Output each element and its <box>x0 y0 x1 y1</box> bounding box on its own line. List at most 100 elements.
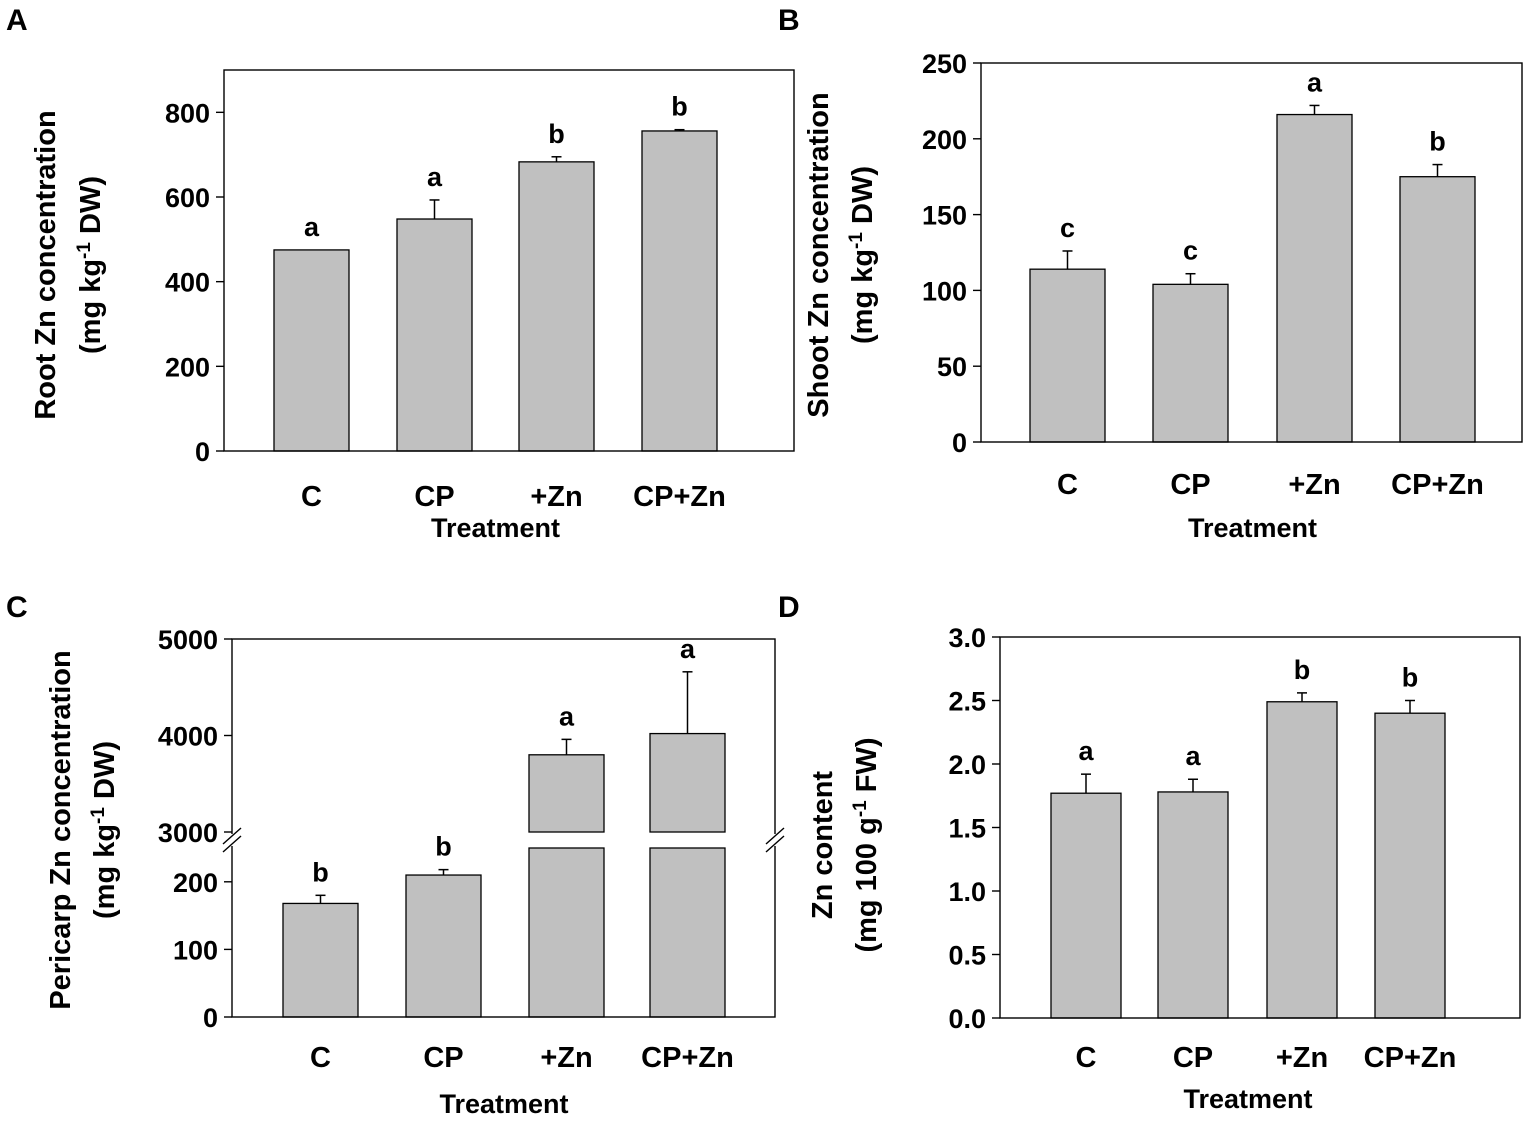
bar-CP <box>396 218 473 452</box>
x-tick-label: CP+Zn <box>1364 1042 1457 1074</box>
axis-break-mark <box>765 835 785 853</box>
y-tick-label: 150 <box>922 201 967 231</box>
y-tick-label: 200 <box>922 125 967 155</box>
plot-frame <box>223 69 795 452</box>
y-tick-label: 1.0 <box>948 877 986 907</box>
y-units-suffix: DW) <box>75 176 107 242</box>
panel-letter: B <box>778 4 800 37</box>
panel-letter: D <box>778 591 800 624</box>
bar-C <box>273 249 350 452</box>
y-tick-label: 2.5 <box>948 687 986 717</box>
bar-C <box>1050 792 1122 1019</box>
bar-CP+Zn <box>1399 176 1476 443</box>
x-tick-label: CP+Zn <box>633 481 726 513</box>
significance-label: b <box>312 857 329 887</box>
y-tick-label: 5000 <box>158 625 218 655</box>
chart-panel-c: Cb Cb CP a +Zn a CP+Zn 0 100 200 3000 4000 5000 Treat… <box>6 591 785 1119</box>
x-tick-label: CP <box>1173 1042 1213 1074</box>
y-tick-label: 200 <box>173 868 218 898</box>
x-tick-label: +Zn <box>1276 1042 1328 1074</box>
significance-label: a <box>559 701 575 731</box>
plot-frame <box>980 62 1523 443</box>
significance-label: c <box>1060 213 1075 243</box>
chart-panel-d: Da Ca CP b +Zn b CP+Zn 0.0 0.5 1.0 1.5 2.0 2.5 3.0 Tre… <box>778 591 1521 1114</box>
significance-label: b <box>1429 127 1446 157</box>
y-axis-label: Shoot Zn concentration <box>803 92 835 417</box>
bar-C <box>1029 268 1106 443</box>
y-tick-label: 0 <box>195 437 210 467</box>
y-units-part: (mg 100 g <box>851 817 883 952</box>
y-tick-label: 250 <box>922 49 967 79</box>
x-tick-label: CP <box>423 1042 463 1074</box>
significance-label: b <box>1402 663 1419 693</box>
y-tick-label: 2.0 <box>948 750 986 780</box>
y-units-exponent: -1 <box>846 232 867 249</box>
y-axis-label: Zn content <box>807 771 839 920</box>
significance-label: a <box>1307 67 1323 97</box>
x-tick-label: CP <box>414 481 454 513</box>
significance-label: b <box>548 119 565 149</box>
significance-label: a <box>1185 741 1201 771</box>
x-tick-label: CP <box>1170 469 1210 501</box>
bar-CP+Zn-upper <box>649 732 726 833</box>
y-axis-label: Root Zn concentration <box>30 110 62 419</box>
y-units-part: (mg kg <box>75 259 107 354</box>
bar-CP+Zn-lower <box>649 847 726 1018</box>
panel-letter: A <box>6 4 28 37</box>
y-tick-label: 400 <box>165 268 210 298</box>
bar-CP <box>1152 283 1229 443</box>
significance-label: a <box>1078 736 1094 766</box>
bar-+Zn <box>518 161 595 452</box>
x-tick-label: C <box>310 1042 331 1074</box>
significance-label: a <box>304 212 320 242</box>
x-tick-label: C <box>1076 1042 1097 1074</box>
panel-letter: C <box>6 591 28 624</box>
axis-break-mark <box>222 835 242 853</box>
x-tick-label: CP+Zn <box>1391 469 1484 501</box>
x-tick-label: +Zn <box>530 481 582 513</box>
y-tick-label: 0.5 <box>948 941 986 971</box>
y-tick-label: 0 <box>203 1003 218 1033</box>
y-tick-label: 0.0 <box>948 1004 986 1034</box>
y-tick-label: 100 <box>173 935 218 965</box>
x-axis-label: Treatment <box>1183 1084 1312 1114</box>
y-axis-units-label: (mg kg-1 DW) <box>88 741 122 919</box>
y-tick-label: 200 <box>165 352 210 382</box>
y-units-exponent: -1 <box>74 242 95 259</box>
y-units-part: (mg kg <box>847 249 879 344</box>
x-tick-label: +Zn <box>1288 469 1340 501</box>
axis-break-mark <box>765 827 785 845</box>
bar-+Zn <box>1266 701 1338 1019</box>
y-axis-units-label: (mg kg-1 DW) <box>846 166 880 344</box>
y-tick-label: 1.5 <box>948 814 986 844</box>
bar-CP+Zn <box>1374 712 1446 1019</box>
y-units-suffix: DW) <box>847 166 879 232</box>
y-tick-label: 3000 <box>158 818 218 848</box>
bar-C <box>282 902 359 1018</box>
bar-CP <box>405 874 482 1018</box>
y-axis-label: Pericarp Zn concentration <box>45 650 77 1009</box>
y-tick-label: 100 <box>922 276 967 306</box>
y-tick-label: 800 <box>165 98 210 128</box>
x-axis-label: Treatment <box>1188 513 1317 543</box>
bar-CP+Zn <box>641 130 718 452</box>
y-units-part: (mg kg <box>89 824 121 919</box>
significance-label: b <box>671 92 688 122</box>
y-tick-label: 3.0 <box>948 623 986 653</box>
bar-+Zn-upper <box>528 754 605 833</box>
y-tick-label: 50 <box>937 352 967 382</box>
y-units-suffix: DW) <box>89 741 121 807</box>
chart-panel-a: Aa Ca CP b +Zn b CP+Zn 0 200 400 600 800 Treatment Ro… <box>6 4 795 543</box>
x-axis-label: Treatment <box>431 513 560 543</box>
y-tick-label: 0 <box>952 428 967 458</box>
y-tick-label: 600 <box>165 183 210 213</box>
y-units-exponent: -1 <box>850 800 871 817</box>
y-axis-units-label: (mg kg-1 DW) <box>74 176 108 354</box>
x-axis-label: Treatment <box>439 1089 568 1119</box>
significance-label: c <box>1183 236 1198 266</box>
chart-panel-b: Bc Cc CP a +Zn b CP+Zn 0 50 100 150 200 250 Treatment… <box>778 4 1523 543</box>
significance-label: a <box>680 634 696 664</box>
bar-+Zn <box>1276 113 1353 443</box>
significance-label: b <box>435 832 452 862</box>
